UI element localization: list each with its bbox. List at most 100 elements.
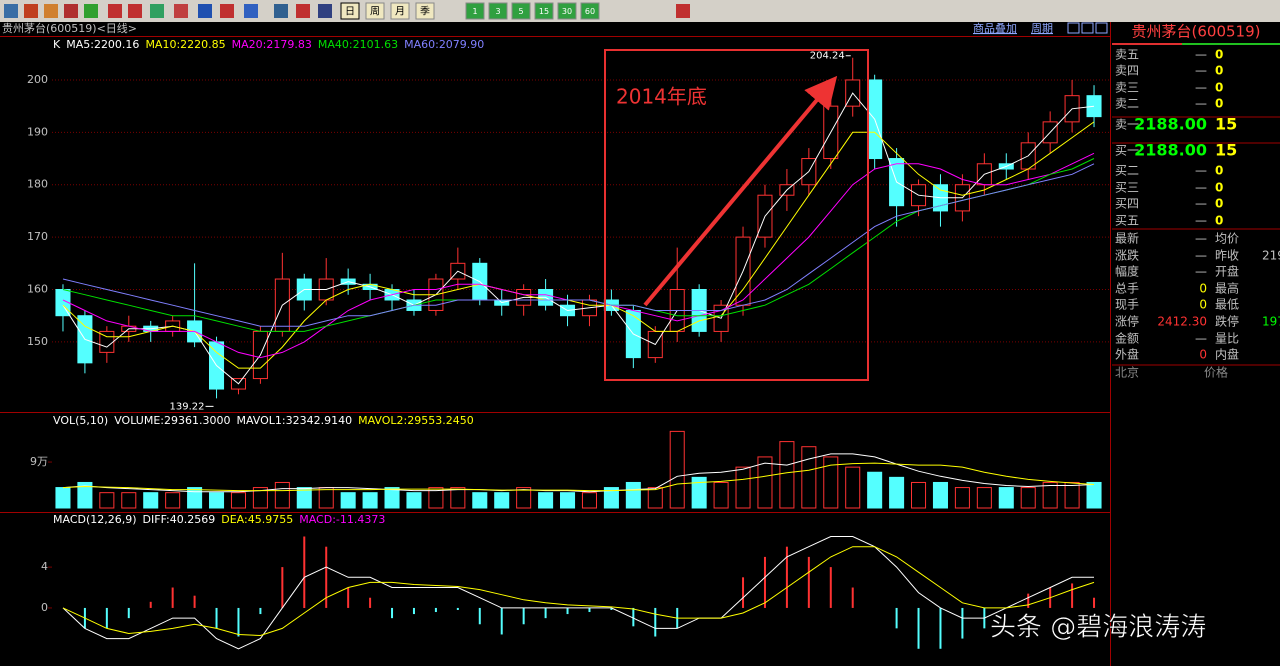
volume-bar bbox=[1020, 487, 1036, 509]
toolbar-button[interactable] bbox=[557, 2, 577, 20]
legend-entry: MA20:2179.83 bbox=[232, 38, 312, 51]
stat-label: 最低 bbox=[1215, 298, 1239, 312]
volume-bar bbox=[669, 430, 685, 509]
stat-value: 197 bbox=[1262, 315, 1280, 329]
quote-price: — bbox=[1195, 48, 1207, 62]
toolbar-button-label[interactable]: 日 bbox=[345, 7, 355, 18]
volume-bar bbox=[230, 492, 246, 509]
toolbar-button-label[interactable]: 5 bbox=[518, 7, 523, 16]
stat-value: 0 bbox=[1199, 298, 1207, 312]
quote-volume: 0 bbox=[1215, 164, 1223, 178]
stat-label: 金额 bbox=[1115, 331, 1139, 346]
quote-label: 买四 bbox=[1115, 197, 1139, 211]
legend-entry: MA60:2079.90 bbox=[404, 38, 484, 51]
window-buttons bbox=[1067, 22, 1108, 34]
volume-bar bbox=[516, 487, 532, 509]
volume-bar bbox=[77, 481, 93, 509]
stat-label: 量比 bbox=[1215, 332, 1239, 346]
volume-bar bbox=[340, 492, 356, 509]
toolbar-button-label[interactable]: 3 bbox=[495, 7, 500, 16]
quote-label: 卖一 bbox=[1115, 118, 1139, 132]
toolbar-button[interactable] bbox=[488, 2, 508, 20]
toolbar-button-label[interactable]: 周 bbox=[370, 6, 380, 18]
toolbar-button-label[interactable]: 15 bbox=[539, 7, 549, 16]
volume-bar bbox=[472, 492, 488, 509]
toolbar-button-label[interactable]: 60 bbox=[585, 7, 595, 16]
indicator-line bbox=[62, 462, 1095, 492]
toolbar-button[interactable] bbox=[390, 2, 410, 20]
volume-bar bbox=[954, 487, 970, 509]
quote-price: 2188.00 bbox=[1134, 115, 1207, 134]
toolbar-button[interactable] bbox=[511, 2, 531, 20]
cycle-link[interactable]: 周期 bbox=[1031, 22, 1053, 35]
toolbar-button-label[interactable]: 30 bbox=[562, 7, 572, 16]
toolbar-button-label[interactable]: 月 bbox=[395, 6, 405, 18]
stock-header: 贵州茅台(600519)<日线> bbox=[2, 21, 137, 35]
indicator-line bbox=[62, 536, 1094, 650]
volume-bar bbox=[538, 492, 554, 509]
toolbar-button[interactable] bbox=[415, 2, 435, 20]
volume-bar bbox=[998, 487, 1014, 509]
toolbar-button-label[interactable]: 季 bbox=[420, 6, 430, 18]
volume-bar bbox=[691, 476, 707, 509]
stat-label: 北京 bbox=[1115, 366, 1139, 380]
quote-label: 卖二 bbox=[1115, 97, 1139, 111]
volume-bar bbox=[274, 481, 290, 509]
legend-entry: MAVOL1:32342.9140 bbox=[236, 414, 352, 427]
quote-price: — bbox=[1195, 164, 1207, 178]
legend-prefix: K bbox=[53, 38, 61, 51]
volume-bar bbox=[867, 471, 883, 509]
volume-bar bbox=[1064, 481, 1080, 509]
quote-label: 买三 bbox=[1115, 181, 1139, 195]
stat-value: 0 bbox=[1199, 348, 1207, 362]
volume-bar bbox=[187, 487, 203, 509]
quote-price: — bbox=[1195, 81, 1207, 95]
volume-bar bbox=[560, 492, 576, 509]
y-tick-label: 170 bbox=[27, 230, 48, 243]
volume-bar bbox=[362, 492, 378, 509]
volume-bar bbox=[143, 492, 159, 509]
quote-volume: 15 bbox=[1215, 141, 1237, 160]
legend-entry: MAVOL2:29553.2450 bbox=[358, 414, 474, 427]
watermark: 头条 @碧海浪涛涛 bbox=[990, 613, 1206, 643]
toolbar-button[interactable] bbox=[365, 2, 385, 20]
volume-bar bbox=[735, 466, 751, 509]
stat-label: 最新 bbox=[1115, 231, 1139, 246]
toolbar-button-label[interactable]: 1 bbox=[472, 7, 477, 16]
quote-volume: 0 bbox=[1215, 81, 1223, 95]
indicator-line bbox=[62, 453, 1095, 493]
stat-value: — bbox=[1195, 332, 1207, 346]
quote-label: 卖三 bbox=[1115, 81, 1139, 95]
toolbar-button[interactable] bbox=[580, 2, 600, 20]
volume-bar bbox=[713, 481, 729, 509]
y-tick-label: 200 bbox=[27, 73, 48, 86]
stat-label: 幅度 bbox=[1115, 264, 1139, 279]
quote-volume: 0 bbox=[1215, 181, 1223, 195]
stat-label: 最高 bbox=[1215, 281, 1239, 296]
quote-label: 买五 bbox=[1115, 214, 1139, 228]
quote-label: 卖五 bbox=[1115, 48, 1139, 62]
volume-bar bbox=[1042, 481, 1058, 509]
quote-price: — bbox=[1195, 64, 1207, 78]
toolbar-button[interactable] bbox=[340, 2, 360, 20]
stat-label: 价格 bbox=[1204, 365, 1228, 380]
trend-arrow bbox=[643, 75, 838, 307]
volume-bar bbox=[976, 487, 992, 509]
volume-bar bbox=[801, 446, 817, 509]
volume-bar bbox=[209, 492, 225, 509]
stat-value: — bbox=[1195, 249, 1207, 263]
overlay-link[interactable]: 商品叠加 bbox=[973, 21, 1017, 35]
y-tick-label: 4 bbox=[41, 560, 48, 573]
indicator-line bbox=[62, 546, 1095, 637]
toolbar-button[interactable] bbox=[534, 2, 554, 20]
y-tick-label: 180 bbox=[27, 178, 48, 191]
volume-bar bbox=[99, 492, 115, 509]
volume-bar bbox=[55, 487, 71, 509]
title-underline bbox=[1182, 43, 1280, 45]
toolbar-button[interactable] bbox=[465, 2, 485, 20]
volume-bar bbox=[603, 487, 619, 509]
volume-bar bbox=[932, 481, 948, 509]
indicator-line bbox=[62, 92, 1095, 385]
stat-label: 总手 bbox=[1115, 282, 1139, 296]
